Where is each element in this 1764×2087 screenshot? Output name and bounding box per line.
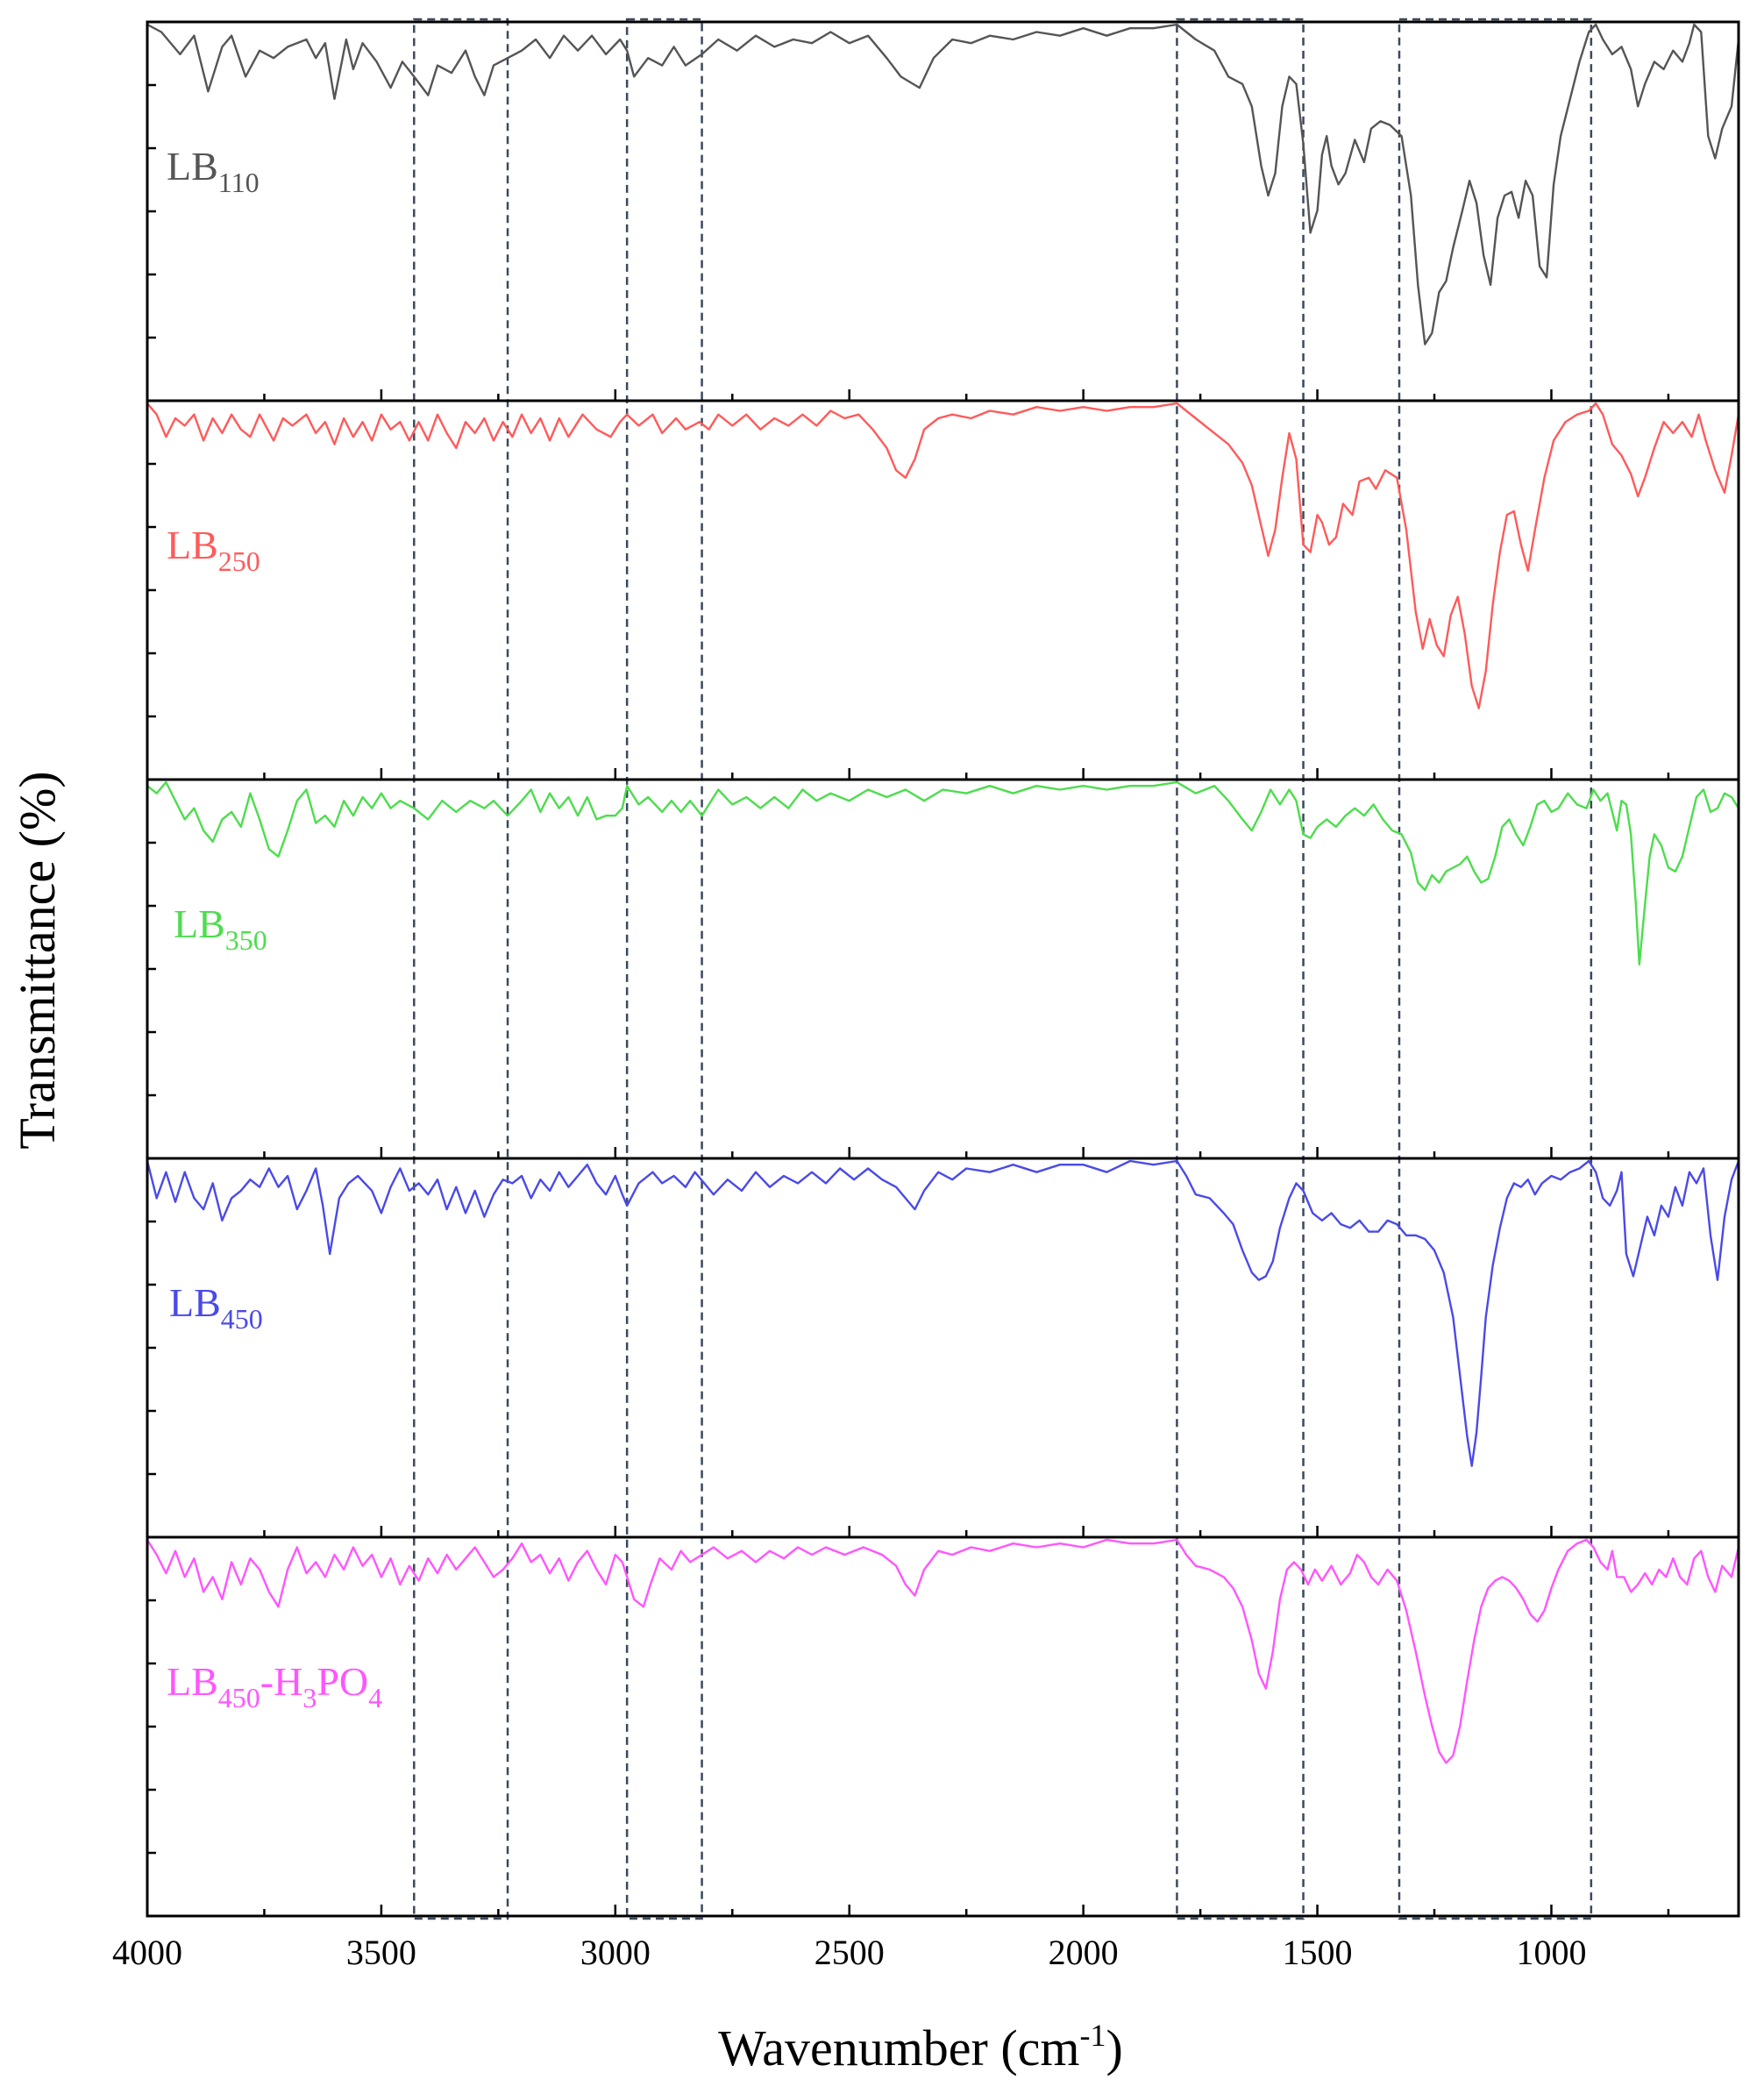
x-tick-label-2000: 2000 (1049, 1933, 1119, 1972)
series-label-3: LB350 (174, 901, 267, 956)
x-tick-label-3000: 3000 (580, 1933, 651, 1972)
x-tick-label-1000: 1000 (1516, 1933, 1586, 1972)
y-axis-label: Transmittance (%) (9, 771, 66, 1149)
x-axis-label-superscript: -1 (1080, 2018, 1106, 2053)
series-label-part-5-1: 450 (218, 1682, 260, 1713)
series-label-2: LB250 (167, 523, 260, 577)
dashed-region-1 (413, 18, 509, 1920)
dashed-region-3 (1176, 18, 1305, 1920)
x-axis-label-main: Wavenumber (cm (718, 2019, 1079, 2076)
dashed-region-4 (1398, 18, 1593, 1920)
series-label-part-4-0: LB (169, 1280, 221, 1325)
axes (146, 20, 1740, 1918)
plot-frame (146, 20, 1740, 1918)
dashed-region-2 (625, 18, 703, 1920)
series-label-part-3-0: LB (174, 901, 225, 946)
dashed-regions (413, 18, 1593, 1920)
x-axis-ticks: 4000 3500 3000 2500 2000 1500 1000 (112, 389, 1670, 1972)
spectrum-panels (146, 23, 1740, 1764)
series-label-4: LB450 (169, 1280, 263, 1335)
series-label-part-5-3: 3 (302, 1682, 317, 1713)
series-label-part-4-1: 450 (221, 1303, 263, 1335)
series-label-part-3-1: 350 (225, 924, 267, 956)
series-line-3 (146, 780, 1740, 965)
series-line-2 (146, 402, 1740, 709)
x-tick-label-4000: 4000 (112, 1933, 182, 1972)
series-label-part-1-0: LB (167, 144, 218, 189)
x-axis-label: Wavenumber (cm-1) (718, 2018, 1123, 2076)
series-label-part-5-2: -H (260, 1659, 303, 1704)
series-line-5 (146, 1538, 1740, 1764)
series-label-part-5-5: 4 (368, 1682, 382, 1713)
x-tick-label-3500: 3500 (346, 1933, 416, 1972)
series-label-part-2-0: LB (167, 523, 218, 567)
series-label-part-5-0: LB (167, 1659, 218, 1704)
series-label-5: LB450-H3PO4 (167, 1659, 382, 1713)
series-label-part-5-4: PO (317, 1659, 368, 1704)
series-line-4 (146, 1159, 1740, 1467)
series-label-1: LB110 (167, 144, 260, 198)
x-axis-label-close: ) (1106, 2019, 1123, 2076)
series-label-part-2-1: 250 (218, 545, 260, 577)
x-tick-label-2500: 2500 (814, 1933, 885, 1972)
x-tick-label-1500: 1500 (1283, 1933, 1353, 1972)
series-line-1 (146, 23, 1740, 345)
series-label-part-1-1: 110 (218, 167, 260, 198)
